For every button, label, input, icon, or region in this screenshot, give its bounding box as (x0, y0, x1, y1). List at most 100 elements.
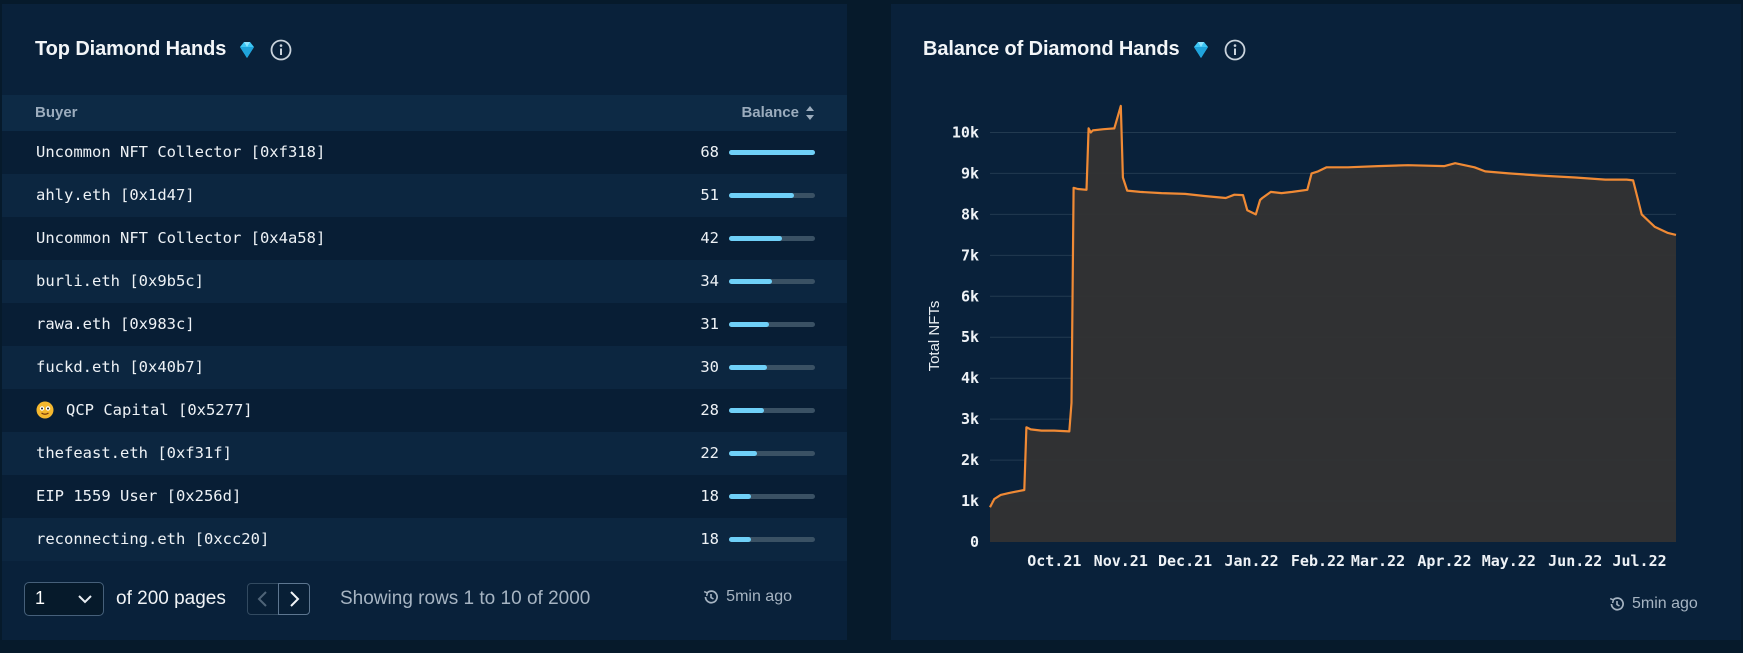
emoji-face-icon (36, 401, 54, 419)
balance-value: 22 (700, 444, 719, 462)
buyer-cell[interactable]: rawa.eth [0x983c] (36, 315, 195, 333)
buyer-name: ahly.eth [0x1d47] (36, 186, 195, 204)
table-row[interactable]: Uncommon NFT Collector [0x4a58] 42 (2, 217, 847, 260)
balance-value: 68 (700, 143, 719, 161)
x-tick-label: Jun.22 (1548, 552, 1602, 570)
buyer-cell[interactable]: thefeast.eth [0xf31f] (36, 444, 232, 462)
y-tick-label: 0 (970, 533, 979, 551)
y-tick-label: 9k (961, 164, 979, 182)
y-tick-label: 4k (961, 369, 979, 387)
balance-bar (729, 408, 815, 413)
table-row[interactable]: Uncommon NFT Collector [0xf318] 68 (2, 131, 847, 174)
table-row[interactable]: thefeast.eth [0xf31f] 22 (2, 432, 847, 475)
balance-value: 18 (700, 530, 719, 548)
balance-bar (729, 279, 815, 284)
x-tick-label: Nov.21 (1094, 552, 1148, 570)
balance-bar (729, 322, 815, 327)
buyer-name: burli.eth [0x9b5c] (36, 272, 204, 290)
buyer-cell[interactable]: Uncommon NFT Collector [0xf318] (36, 143, 325, 161)
y-tick-label: 3k (961, 410, 979, 428)
history-icon (1609, 597, 1624, 611)
y-tick-label: 7k (961, 246, 979, 264)
history-icon (704, 590, 719, 604)
x-tick-label: Dec.21 (1158, 552, 1212, 570)
balance-bar (729, 451, 815, 456)
y-tick-label: 1k (961, 492, 979, 510)
last-updated: 5min ago (702, 588, 792, 606)
buyer-column-header: Buyer (35, 104, 78, 121)
chevron-right-icon (290, 591, 300, 607)
balance-bar-fill (729, 236, 783, 241)
buyer-cell[interactable]: EIP 1559 User [0x256d] (36, 487, 241, 505)
balance-bar-fill (729, 365, 767, 370)
buyer-name: reconnecting.eth [0xcc20] (36, 530, 270, 548)
balance-bar-fill (729, 322, 769, 327)
left-panel-title: Top Diamond Hands (35, 38, 292, 61)
x-tick-label: May.22 (1482, 552, 1536, 570)
balance-bar-fill (729, 193, 794, 198)
table-row[interactable]: reconnecting.eth [0xcc20] 18 (2, 518, 847, 561)
balance-bar-fill (729, 150, 815, 155)
info-icon[interactable] (1224, 39, 1246, 61)
right-panel-title: Balance of Diamond Hands (923, 38, 1246, 61)
table-header: Buyer Balance (2, 95, 847, 131)
chart-last-updated: 5min ago (1608, 595, 1698, 613)
buyer-cell[interactable]: reconnecting.eth [0xcc20] (36, 530, 269, 548)
buyer-name: EIP 1559 User [0x256d] (36, 487, 242, 505)
balance-value: 31 (700, 315, 719, 333)
balance-value: 28 (700, 401, 719, 419)
balance-value: 18 (700, 487, 719, 505)
x-tick-label: Jul.22 (1612, 552, 1666, 570)
balance-bar-fill (729, 279, 772, 284)
y-tick-label: 5k (961, 328, 979, 346)
balance-value: 30 (700, 358, 719, 376)
y-tick-label: 10k (952, 123, 979, 141)
buyer-name: Uncommon NFT Collector [0xf318] (36, 143, 326, 161)
x-tick-label: Apr.22 (1417, 552, 1471, 570)
x-tick-label: Mar.22 (1351, 552, 1405, 570)
page-count: of 200 pages (116, 588, 226, 609)
y-axis-label: Total NFTs (926, 301, 943, 372)
chevron-down-icon (78, 595, 92, 604)
x-tick-label: Oct.21 (1027, 552, 1081, 570)
holders-table-body: Uncommon NFT Collector [0xf318] 68 ahly.et… (2, 131, 847, 561)
diamond-icon (1193, 41, 1208, 58)
buyer-cell[interactable]: ahly.eth [0x1d47] (36, 186, 195, 204)
balance-bar-fill (729, 494, 752, 499)
series-area (990, 105, 1676, 543)
rows-summary: Showing rows 1 to 10 of 2000 (340, 588, 591, 609)
balance-header-label: Balance (741, 104, 799, 121)
y-tick-label: 6k (961, 287, 979, 305)
buyer-name: QCP Capital [0x5277] (66, 401, 253, 419)
buyer-cell[interactable]: Uncommon NFT Collector [0x4a58] (36, 229, 325, 247)
table-row[interactable]: fuckd.eth [0x40b7] 30 (2, 346, 847, 389)
table-row[interactable]: EIP 1559 User [0x256d] 18 (2, 475, 847, 518)
table-row[interactable]: ahly.eth [0x1d47] 51 (2, 174, 847, 217)
balance-bar (729, 365, 815, 370)
info-icon[interactable] (270, 39, 292, 61)
y-tick-label: 8k (961, 205, 979, 223)
balance-value: 42 (700, 229, 719, 247)
buyer-name: Uncommon NFT Collector [0x4a58] (36, 229, 326, 247)
sort-icon[interactable] (805, 105, 815, 121)
buyer-cell[interactable]: QCP Capital [0x5277] (36, 401, 253, 419)
balance-bar (729, 494, 815, 499)
buyer-name: rawa.eth [0x983c] (36, 315, 195, 333)
buyer-cell[interactable]: burli.eth [0x9b5c] (36, 272, 204, 290)
buyer-cell[interactable]: fuckd.eth [0x40b7] (36, 358, 204, 376)
balance-column-header[interactable]: Balance (741, 104, 815, 121)
page-select[interactable]: 1 (24, 582, 104, 616)
buyer-name: fuckd.eth [0x40b7] (36, 358, 204, 376)
table-row[interactable]: rawa.eth [0x983c] 31 (2, 303, 847, 346)
right-title-text: Balance of Diamond Hands (923, 38, 1180, 60)
balance-bar (729, 236, 815, 241)
balance-bar (729, 193, 815, 198)
x-tick-label: Feb.22 (1291, 552, 1345, 570)
table-row[interactable]: QCP Capital [0x5277] 28 (2, 389, 847, 432)
series-line (989, 104, 1677, 508)
balance-bar-fill (729, 408, 765, 413)
chevron-left-icon (257, 591, 267, 607)
table-row[interactable]: burli.eth [0x9b5c] 34 (2, 260, 847, 303)
balance-value: 51 (700, 186, 719, 204)
next-page-button[interactable] (278, 583, 310, 615)
